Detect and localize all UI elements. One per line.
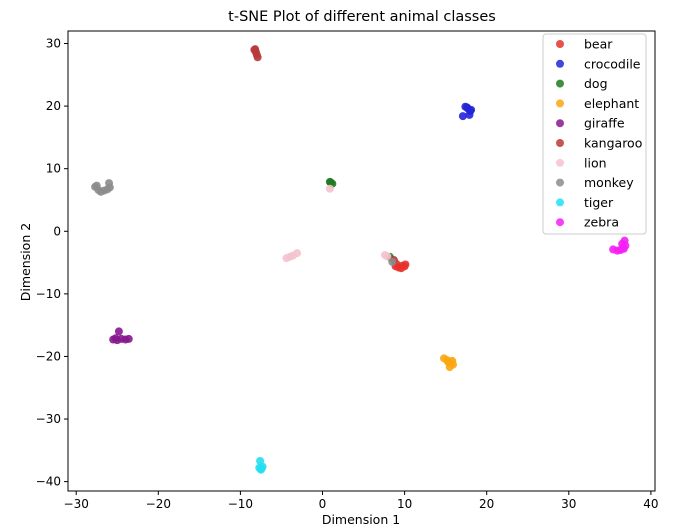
point-monkey xyxy=(388,257,397,266)
legend-label-dog: dog xyxy=(584,76,608,91)
point-dog xyxy=(325,177,334,186)
x-tick-label: −20 xyxy=(146,497,171,511)
point-monkey xyxy=(105,179,114,188)
x-tick-label: −10 xyxy=(228,497,253,511)
point-lion xyxy=(325,184,334,193)
y-tick-label: 30 xyxy=(46,37,61,51)
point-tiger xyxy=(257,464,266,473)
point-giraffe xyxy=(124,334,133,343)
x-tick-label: 30 xyxy=(561,497,576,511)
point-lion xyxy=(293,249,302,258)
legend-marker-dog xyxy=(556,79,564,88)
legend-label-tiger: tiger xyxy=(584,195,614,210)
y-axis-ticks: −40 −30 −20 −10 0 10 20 30 xyxy=(36,37,68,489)
legend-box xyxy=(542,33,647,235)
chart-title: t-SNE Plot of different animal classes xyxy=(228,9,496,25)
legend-label-zebra: zebra xyxy=(584,215,619,230)
point-zebra xyxy=(619,244,628,253)
point-monkey xyxy=(92,181,101,190)
y-tick-label: −40 xyxy=(36,475,61,489)
legend-marker-elephant xyxy=(556,99,564,108)
point-lion xyxy=(383,252,392,261)
legend-label-monkey: monkey xyxy=(584,175,634,190)
y-tick-label: −20 xyxy=(36,349,61,363)
point-crocodile xyxy=(458,112,467,121)
legend-marker-giraffe xyxy=(556,119,564,128)
plot-frame xyxy=(67,30,656,492)
y-tick-label: 0 xyxy=(53,224,61,238)
point-tiger xyxy=(256,456,265,465)
x-axis-title: Dimension 1 xyxy=(322,512,400,527)
point-giraffe xyxy=(114,327,123,336)
y-axis-title: Dimension 2 xyxy=(18,223,33,301)
x-tick-label: −30 xyxy=(64,497,89,511)
point-crocodile xyxy=(467,105,476,114)
data-points xyxy=(91,45,630,474)
y-tick-label: −30 xyxy=(36,412,61,426)
legend-marker-lion xyxy=(556,158,564,167)
x-axis-ticks: −30 −20 −10 0 10 20 30 40 xyxy=(64,491,659,511)
y-tick-label: 10 xyxy=(46,162,61,176)
legend: bear crocodile dog elephant giraffe kangaroo l… xyxy=(542,33,647,235)
legend-label-elephant: elephant xyxy=(584,96,639,111)
point-bear xyxy=(400,262,409,271)
y-tick-label: 20 xyxy=(46,99,61,113)
y-tick-label: −10 xyxy=(36,287,61,301)
legend-label-bear: bear xyxy=(584,37,613,52)
point-kangaroo xyxy=(251,45,260,54)
x-tick-label: 40 xyxy=(643,497,658,511)
legend-label-giraffe: giraffe xyxy=(584,116,625,131)
point-elephant xyxy=(444,358,453,367)
legend-marker-kangaroo xyxy=(556,139,564,147)
point-giraffe xyxy=(111,334,120,343)
legend-marker-crocodile xyxy=(556,59,564,68)
point-kangaroo xyxy=(253,53,262,62)
legend-label-kangaroo: kangaroo xyxy=(584,136,642,151)
legend-label-lion: lion xyxy=(584,155,607,170)
x-tick-label: 0 xyxy=(319,497,327,511)
legend-marker-tiger xyxy=(556,198,564,207)
legend-marker-bear xyxy=(556,40,564,48)
legend-marker-monkey xyxy=(556,178,564,187)
x-tick-label: 10 xyxy=(397,497,412,511)
legend-marker-zebra xyxy=(556,218,564,227)
x-tick-label: 20 xyxy=(479,497,494,511)
legend-label-crocodile: crocodile xyxy=(584,56,641,71)
